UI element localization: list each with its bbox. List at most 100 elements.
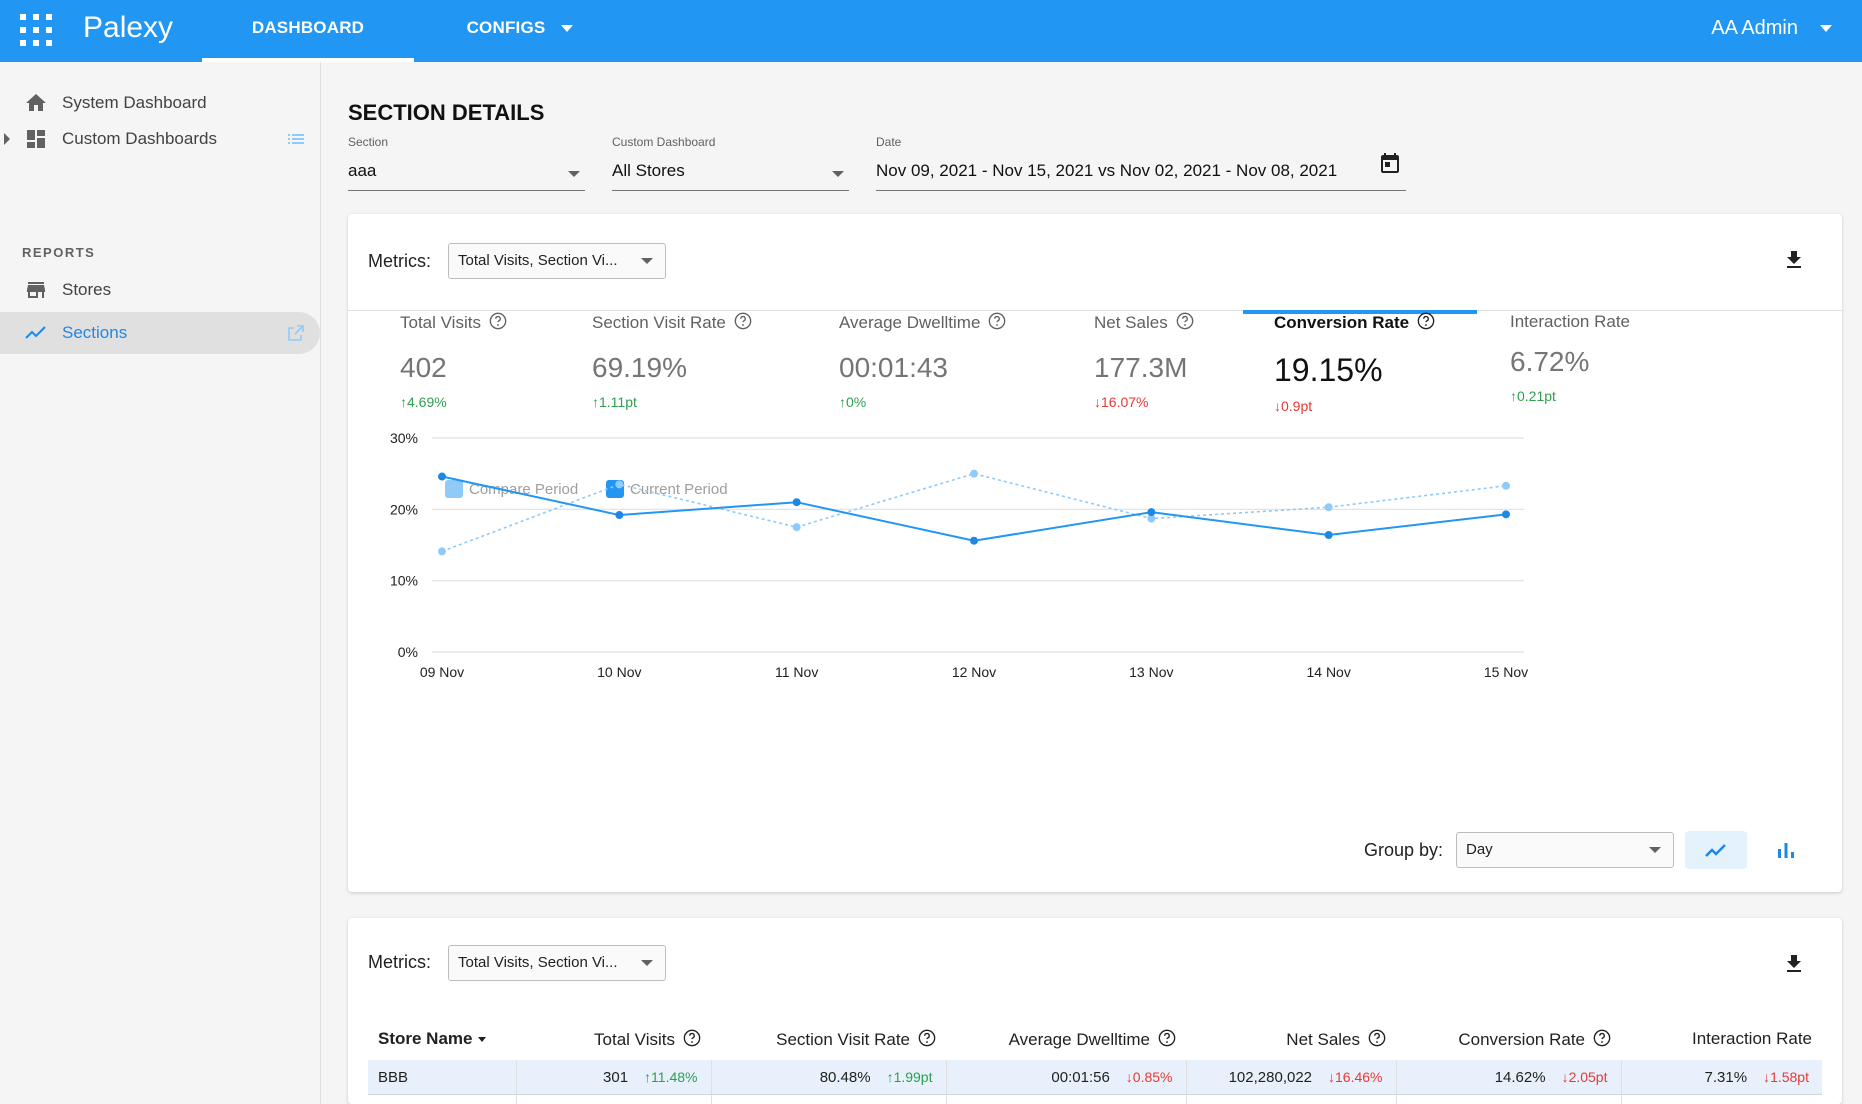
- user-name: AA Admin: [1711, 17, 1798, 39]
- cell-delta-value: 1.58pt: [1770, 1069, 1809, 1085]
- data-point[interactable]: [792, 498, 801, 507]
- column-header-total-visits[interactable]: Total Visits: [516, 1018, 711, 1060]
- user-menu[interactable]: AA Admin: [1711, 0, 1832, 56]
- data-point[interactable]: [1324, 503, 1333, 512]
- cell-delta-value: 1.99pt: [893, 1069, 933, 1085]
- metrics-label: Metrics:: [368, 952, 431, 972]
- help-icon[interactable]: [918, 1029, 936, 1047]
- apps-grid-icon[interactable]: [18, 12, 56, 50]
- column-header-net-sales[interactable]: Net Sales: [1186, 1018, 1396, 1060]
- kpi-delta-value: 16.07%: [1101, 394, 1149, 410]
- kpi-interaction-rate[interactable]: Interaction Rate 6.72% ↑0.21pt: [1510, 312, 1710, 404]
- open-in-new-icon[interactable]: [286, 323, 306, 343]
- arrow-down-icon: ↓: [1094, 394, 1101, 410]
- column-header-section-visit-rate[interactable]: Section Visit Rate: [711, 1018, 946, 1060]
- kpi-delta: ↓16.07%: [1094, 394, 1148, 410]
- brand-logo[interactable]: Palexy: [83, 11, 174, 44]
- sidebar: System Dashboard Custom Dashboards REPOR…: [0, 62, 321, 1104]
- sidebar-item-sections[interactable]: Sections: [0, 312, 320, 354]
- metric-cell: 75,032,841↓15.53%: [1186, 1094, 1397, 1104]
- cell-delta: ↓16.46%: [1328, 1069, 1382, 1085]
- page-title: SECTION DETAILS: [348, 100, 545, 125]
- kpi-value: 69.19%: [592, 352, 687, 383]
- help-icon[interactable]: [988, 312, 1006, 330]
- list-icon[interactable]: [286, 129, 306, 149]
- group-by-select[interactable]: Day: [1456, 832, 1674, 868]
- data-point[interactable]: [438, 472, 446, 481]
- data-point[interactable]: [1502, 481, 1510, 490]
- kpi-value: 19.15%: [1274, 352, 1383, 388]
- expand-arrow-icon[interactable]: [4, 133, 10, 145]
- metrics-select-value: Total Visits, Section Vi...: [458, 954, 618, 971]
- data-point[interactable]: [970, 536, 978, 545]
- data-point[interactable]: [1324, 531, 1333, 540]
- data-point[interactable]: [792, 523, 801, 532]
- kpi-title: Interaction Rate: [1510, 312, 1631, 331]
- table-row[interactable]: BBB 301 ↑11.48% 80.48% ↑1.99pt 00:01:56 ↓0.85%…: [368, 1060, 1822, 1095]
- kpi-value: 177.3M: [1094, 352, 1188, 383]
- kpi-delta: ↑4.69%: [400, 394, 447, 410]
- kpi-conversion-rate[interactable]: Conversion Rate 19.15% ↓0.9pt: [1274, 312, 1474, 414]
- cell-value: 102,280,022: [1228, 1068, 1313, 1086]
- top-app-bar: Palexy DASHBOARD CONFIGS AA Admin: [0, 0, 1862, 62]
- section-select[interactable]: Section aaa: [348, 135, 585, 191]
- metrics-select[interactable]: Total Visits, Section Vi...: [448, 945, 666, 981]
- metrics-select[interactable]: Total Visits, Section Vi...: [448, 243, 666, 279]
- data-point[interactable]: [970, 469, 978, 478]
- kpi-section-visit-rate[interactable]: Section Visit Rate 69.19% ↑1.11pt: [592, 312, 792, 410]
- field-underline: [612, 190, 849, 191]
- line-chart-toggle[interactable]: [1685, 831, 1747, 869]
- column-header-interaction-rate[interactable]: Interaction Rate: [1621, 1018, 1822, 1060]
- cell-delta: ↓2.05pt: [1562, 1069, 1608, 1085]
- y-tick-label: 20%: [390, 501, 418, 517]
- data-point[interactable]: [1147, 508, 1156, 517]
- cell-value: 00:01:56: [1051, 1068, 1110, 1086]
- data-point[interactable]: [438, 547, 446, 556]
- metrics-chart-card: Metrics: Total Visits, Section Vi... Tot…: [348, 214, 1842, 892]
- column-header-label: Net Sales: [1286, 1029, 1360, 1049]
- active-tab-indicator: [202, 58, 414, 62]
- help-icon[interactable]: [489, 312, 507, 330]
- column-header-label: Total Visits: [594, 1029, 675, 1049]
- chevron-down-icon: [641, 258, 653, 264]
- line-chart-icon: [1705, 844, 1726, 857]
- calendar-icon[interactable]: [1378, 151, 1402, 175]
- help-icon[interactable]: [1417, 312, 1435, 330]
- help-icon[interactable]: [1368, 1029, 1386, 1047]
- sidebar-item-label: Sections: [62, 323, 128, 342]
- y-tick-label: 0%: [398, 644, 418, 660]
- date-range-field[interactable]: Date Nov 09, 2021 - Nov 15, 2021 vs Nov …: [876, 135, 1406, 191]
- table-row[interactable]: AAA101↓11.4%48.79%↓3.03pt00:01:04↓5.88%7…: [368, 1094, 1822, 1104]
- download-icon[interactable]: [1782, 952, 1806, 976]
- column-header-average-dwelltime[interactable]: Average Dwelltime: [946, 1018, 1186, 1060]
- sidebar-item-stores[interactable]: Stores: [0, 269, 320, 311]
- custom-dashboard-select[interactable]: Custom Dashboard All Stores: [612, 135, 849, 191]
- data-point[interactable]: [615, 511, 624, 520]
- help-icon[interactable]: [1158, 1029, 1176, 1047]
- reports-heading: REPORTS: [22, 245, 96, 260]
- arrow-down-icon: ↓: [1125, 1069, 1133, 1085]
- kpi-value: 402: [400, 352, 447, 383]
- data-point[interactable]: [1147, 514, 1156, 523]
- help-icon[interactable]: [1176, 312, 1194, 330]
- data-point[interactable]: [1502, 510, 1510, 519]
- legend-compare-period[interactable]: Compare Period: [445, 480, 578, 498]
- sidebar-item-system-dashboard[interactable]: System Dashboard: [0, 82, 320, 124]
- help-icon[interactable]: [734, 312, 752, 330]
- help-icon[interactable]: [1593, 1029, 1611, 1047]
- sidebar-item-label: Stores: [62, 280, 112, 299]
- kpi-total-visits[interactable]: Total Visits 402 ↑4.69%: [400, 312, 600, 410]
- download-icon[interactable]: [1782, 248, 1806, 272]
- bar-chart-toggle[interactable]: [1755, 831, 1817, 869]
- column-header-store-name[interactable]: Store Name: [368, 1018, 516, 1060]
- tab-dashboard[interactable]: DASHBOARD: [202, 0, 414, 62]
- tab-configs[interactable]: CONFIGS: [440, 0, 600, 62]
- data-point[interactable]: [615, 480, 624, 489]
- kpi-average-dwelltime[interactable]: Average Dwelltime 00:01:43 ↑0%: [839, 312, 1039, 410]
- x-tick-label: 15 Nov: [1484, 664, 1528, 680]
- sidebar-item-custom-dashboards[interactable]: Custom Dashboards: [0, 118, 320, 160]
- column-header-conversion-rate[interactable]: Conversion Rate: [1396, 1018, 1621, 1060]
- date-label: Date: [876, 135, 902, 149]
- help-icon[interactable]: [683, 1029, 701, 1047]
- kpi-net-sales[interactable]: Net Sales 177.3M ↓16.07%: [1094, 312, 1294, 410]
